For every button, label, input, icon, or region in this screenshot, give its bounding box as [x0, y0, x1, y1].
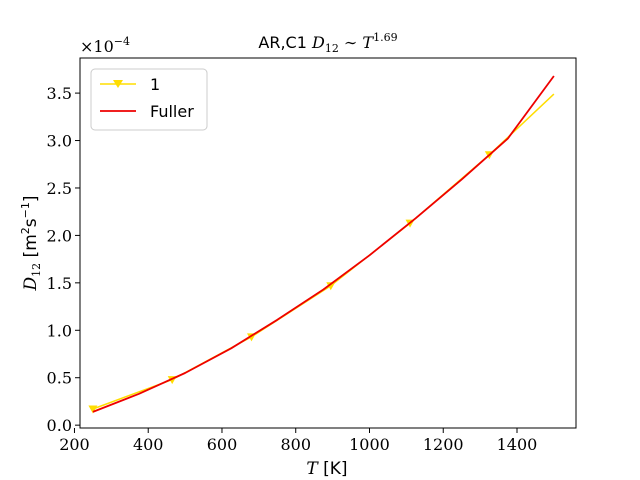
data-point [88, 405, 98, 414]
y-tick-label: 2.0 [47, 226, 72, 245]
y-tick-label: 3.5 [47, 84, 72, 103]
x-tick-label: 1000 [349, 435, 390, 454]
x-tick-label: 400 [133, 435, 164, 454]
y-tick-label: 1.5 [47, 274, 72, 293]
legend-marker-1 [113, 80, 123, 88]
y-tick-label: 0.5 [47, 369, 72, 388]
legend-label-1: 1 [150, 75, 160, 94]
data-point [326, 282, 336, 291]
series-layer [88, 75, 555, 414]
y-axis-label: D12 [m2s−1] [19, 196, 45, 292]
x-axis-label: T [K] [306, 459, 347, 479]
series-line-fuller [92, 75, 555, 413]
legend: 1 Fuller [90, 68, 208, 131]
x-tick-label: 800 [280, 435, 311, 454]
legend-label-fuller: Fuller [150, 102, 194, 121]
y-tick-label: 3.0 [47, 132, 72, 151]
chart-title: AR,C1 D12 ∼ T1.69 [258, 31, 397, 56]
y-tick-label: 2.5 [47, 179, 72, 198]
series-line-1 [92, 93, 555, 410]
x-axis-ticks: 200 400 600 800 1000 1200 1400 [59, 428, 537, 454]
y-tick-label: 0.0 [47, 416, 72, 435]
x-tick-label: 200 [59, 435, 90, 454]
x-tick-label: 1200 [423, 435, 464, 454]
plot-frame [79, 57, 577, 429]
x-tick-label: 1400 [497, 435, 538, 454]
y-scale-label: ×10−4 [80, 35, 130, 56]
y-tick-label: 1.0 [47, 321, 72, 340]
y-axis-ticks: 0.0 0.5 1.0 1.5 2.0 2.5 3.0 3.5 [47, 84, 80, 435]
x-tick-label: 600 [207, 435, 238, 454]
